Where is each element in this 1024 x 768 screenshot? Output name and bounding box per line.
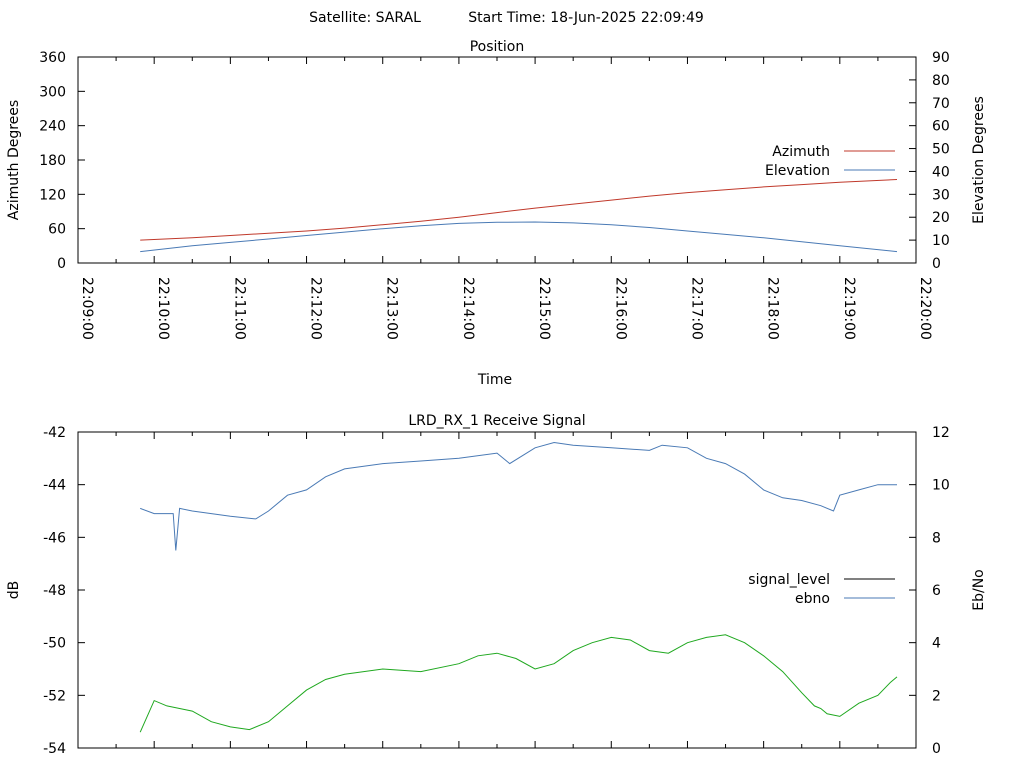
receive-signal-title: LRD_RX_1 Receive Signal: [408, 413, 585, 429]
position-y2label: Elevation Degrees: [971, 96, 987, 224]
legend-azimuth-label: Azimuth: [772, 144, 830, 160]
y-tick-label: -52: [43, 688, 66, 704]
y2-tick-label: 6: [932, 583, 941, 599]
series-azimuth-line: [140, 179, 898, 241]
y-tick-label: -46: [43, 530, 66, 546]
receive-ylabel: dB: [6, 581, 22, 600]
receive-legend: signal_level ebno: [748, 572, 895, 607]
position-axes: 22:09:00 22:10:00 22:11:00 22:12:00 22:13:00…: [39, 50, 950, 340]
position-chart: Position Azimuth Degrees Elevation Degre…: [6, 39, 987, 388]
legend-signal-level-label: signal_level: [748, 572, 830, 588]
receive-y2label: Eb/No: [971, 569, 987, 611]
x-tick-label: 22:19:00: [841, 277, 857, 340]
y-tick-label: -44: [43, 478, 66, 494]
y2-tick-label: 30: [932, 187, 950, 203]
y-tick-label: 180: [39, 153, 66, 169]
position-ylabel: Azimuth Degrees: [6, 100, 22, 220]
y-tick-label: 0: [57, 256, 66, 272]
y-tick-label: -42: [43, 425, 66, 441]
position-legend: Azimuth Elevation: [765, 144, 895, 179]
x-tick-label: 22:18:00: [765, 277, 781, 340]
y2-tick-label: 40: [932, 164, 950, 180]
y2-tick-label: 90: [932, 50, 950, 66]
y-tick-label: -50: [43, 636, 66, 652]
x-tick-label: 22:11:00: [231, 277, 247, 340]
y2-tick-label: 10: [932, 233, 950, 249]
y2-tick-label: 70: [932, 96, 950, 112]
satellite-label: Satellite: SARAL: [309, 10, 421, 26]
y2-tick-label: 50: [932, 142, 950, 158]
y-tick-label: 360: [39, 50, 66, 66]
receive-plot-frame: [77, 431, 917, 749]
position-xlabel: Time: [477, 372, 512, 388]
y-tick-label: -54: [43, 741, 66, 757]
legend-ebno-label: ebno: [795, 591, 830, 607]
receive-axes: -54 -52 -50 -48 -46 -44 -42 0 2 4 6 8 10 12: [43, 425, 950, 757]
y2-tick-label: 0: [932, 256, 941, 272]
series-elevation-line: [140, 221, 898, 253]
y2-tick-label: 80: [932, 73, 950, 89]
x-tick-label: 22:09:00: [79, 277, 95, 340]
legend-elevation-label: Elevation: [765, 163, 830, 179]
series-ebno-line: [140, 441, 897, 551]
position-title: Position: [470, 39, 525, 55]
receive-series: [139, 441, 898, 733]
series-unlabeled-2-line: [139, 634, 898, 733]
x-tick-label: 22:10:00: [155, 277, 171, 340]
y2-tick-label: 10: [932, 478, 950, 494]
y2-tick-label: 2: [932, 688, 941, 704]
x-tick-label: 22:16:00: [612, 277, 628, 340]
y-tick-label: 120: [39, 187, 66, 203]
x-tick-label: 22:12:00: [308, 277, 324, 340]
start-time-label: Start Time: 18-Jun-2025 22:09:49: [468, 10, 704, 26]
x-tick-label: 22:14:00: [460, 277, 476, 340]
y2-tick-label: 0: [932, 741, 941, 757]
x-tick-label: 22:17:00: [688, 277, 704, 340]
position-plot-frame: [77, 56, 917, 264]
y2-tick-label: 8: [932, 530, 941, 546]
x-tick-label: 22:13:00: [384, 277, 400, 340]
x-tick-label: 22:15:00: [536, 277, 552, 340]
y2-tick-label: 12: [932, 425, 950, 441]
y2-tick-label: 20: [932, 210, 950, 226]
y-tick-label: -48: [43, 583, 66, 599]
y2-tick-label: 4: [932, 636, 941, 652]
y2-tick-label: 60: [932, 119, 950, 135]
position-series: [140, 179, 898, 253]
y-tick-label: 240: [39, 119, 66, 135]
y-tick-label: 60: [48, 222, 66, 238]
receive-signal-chart: LRD_RX_1 Receive Signal dB Eb/No -54-52-…: [6, 413, 987, 757]
x-tick-label: 22:20:00: [917, 277, 933, 340]
y-tick-label: 300: [39, 84, 66, 100]
